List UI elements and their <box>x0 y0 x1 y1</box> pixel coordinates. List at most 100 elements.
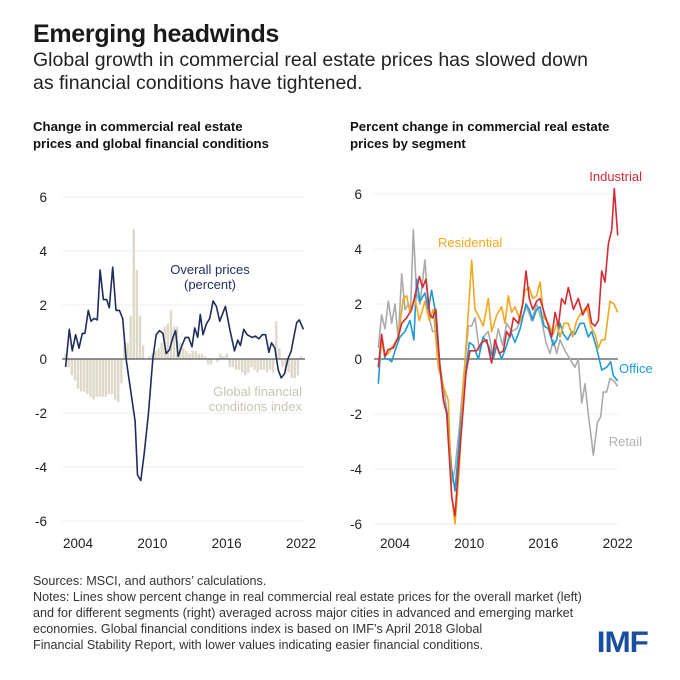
gfci-bar <box>104 359 108 397</box>
page-subtitle-line-1: Global growth in commercial real estate … <box>33 49 588 71</box>
gfci-bar <box>185 350 188 359</box>
x-tick-label: 2016 <box>528 536 558 551</box>
gfci-bar <box>256 359 259 373</box>
gfci-bar <box>151 353 154 359</box>
gfci-bar <box>247 359 250 373</box>
imf-logo: IMF <box>596 626 649 659</box>
gfci-bar <box>113 359 117 400</box>
gfci-bar <box>206 359 210 365</box>
gfci-bar <box>225 353 228 359</box>
y-tick-label: 6 <box>354 187 362 202</box>
gfci-bar <box>191 350 194 359</box>
retail-label: Retail <box>609 434 642 449</box>
notes-line-2: and for different segments (right) avera… <box>33 606 574 620</box>
overall-prices-percent-line <box>64 266 305 482</box>
gfci-bar <box>141 345 145 359</box>
gfci-bar <box>154 350 157 359</box>
gfci-bar <box>290 359 293 378</box>
y-tick-label: 2 <box>39 298 47 313</box>
x-tick-label: 2004 <box>63 536 94 551</box>
gfci-bar <box>98 359 101 397</box>
gfci-bar <box>234 359 238 370</box>
gfci-bar <box>76 359 80 389</box>
gfci-bar <box>265 359 269 373</box>
y-tick-label: -6 <box>350 517 362 532</box>
gfci-bar <box>110 359 114 395</box>
gfci-bar <box>182 348 185 359</box>
gfci-bar <box>287 359 290 373</box>
gfci-bar <box>278 348 281 359</box>
gfci-bar <box>299 356 303 359</box>
gfci-bar <box>86 359 89 395</box>
gfci-bar <box>237 359 241 370</box>
residential-label: Residential <box>438 235 502 250</box>
gfci-bar <box>203 356 207 359</box>
overall-prices-label: Overall prices <box>170 262 250 277</box>
right-chart-title-line-1: Percent change in commercial real estate <box>350 119 610 134</box>
gfci-bar <box>172 326 176 359</box>
gfci-bar <box>126 342 129 359</box>
page-subtitle-line-2: as financial conditions have tightened. <box>33 72 363 94</box>
gfci-bar <box>222 356 225 359</box>
y-tick-label: 6 <box>39 190 47 205</box>
x-tick-label: 2022 <box>286 536 316 551</box>
gfci-bar <box>219 353 222 359</box>
gfci-bar <box>197 353 201 359</box>
y-tick-label: 2 <box>354 297 362 312</box>
x-tick-label: 2016 <box>212 536 242 551</box>
gfci-bar <box>169 310 173 359</box>
y-tick-label: -2 <box>350 407 362 422</box>
gfci-bar <box>101 359 104 397</box>
gfci-bar <box>92 359 95 400</box>
gfci-bar <box>120 359 123 384</box>
gfci-bar <box>188 353 191 359</box>
y-tick-label: -4 <box>35 460 47 475</box>
y-tick-label: -4 <box>350 462 362 477</box>
gfci-bar <box>79 359 83 392</box>
gfci-bar <box>268 359 272 370</box>
gfci-bar <box>138 315 142 359</box>
gfci-bar <box>296 359 300 376</box>
right-chart-title-line-2: prices by segment <box>350 136 466 151</box>
gfci-bar <box>259 359 262 370</box>
gfci-bar <box>157 348 160 359</box>
notes-line-3: economies. Global financial conditions i… <box>33 622 483 636</box>
gfci-bar <box>250 359 253 368</box>
gfci-bar <box>209 359 213 365</box>
gfci-bar <box>231 359 235 368</box>
gfci-bar <box>107 359 111 395</box>
gfci-bar <box>228 359 231 368</box>
gfci-bar <box>166 323 170 359</box>
gfci-label: conditions index <box>209 399 303 414</box>
gfci-bar <box>253 359 256 370</box>
office-label: Office <box>619 361 653 376</box>
y-tick-label: -6 <box>35 514 47 529</box>
industrial-label: Industrial <box>589 169 642 184</box>
sources-note: Sources: MSCI, and authors’ calculations… <box>33 574 267 588</box>
gfci-bar <box>70 359 74 376</box>
gfci-bar <box>129 315 132 359</box>
gfci-bar <box>275 321 278 359</box>
gfci-bar <box>82 359 86 392</box>
gfci-bar <box>132 229 135 359</box>
gfci-label: Global financial <box>213 384 302 399</box>
x-tick-label: 2010 <box>137 536 167 551</box>
gfci-bar <box>284 359 287 373</box>
gfci-bar <box>240 359 244 373</box>
gfci-bar <box>262 359 266 370</box>
x-tick-label: 2004 <box>380 536 411 551</box>
gfci-bar <box>67 359 70 368</box>
x-tick-label: 2022 <box>603 536 633 551</box>
gfci-bar <box>73 359 77 381</box>
gfci-bar <box>135 269 139 359</box>
notes-line-4: Financial Stability Report, with lower v… <box>33 638 484 652</box>
gfci-bar <box>64 353 67 359</box>
gfci-bar <box>271 359 275 373</box>
y-tick-label: 4 <box>354 242 362 257</box>
left-chart-title-line-1: Change in commercial real estate <box>33 119 243 134</box>
right-chart-title: Percent change in commercial real estate… <box>350 118 609 152</box>
gfci-bar <box>244 359 247 376</box>
gfci-bar <box>148 356 151 359</box>
overall-prices-label: (percent) <box>184 277 236 292</box>
